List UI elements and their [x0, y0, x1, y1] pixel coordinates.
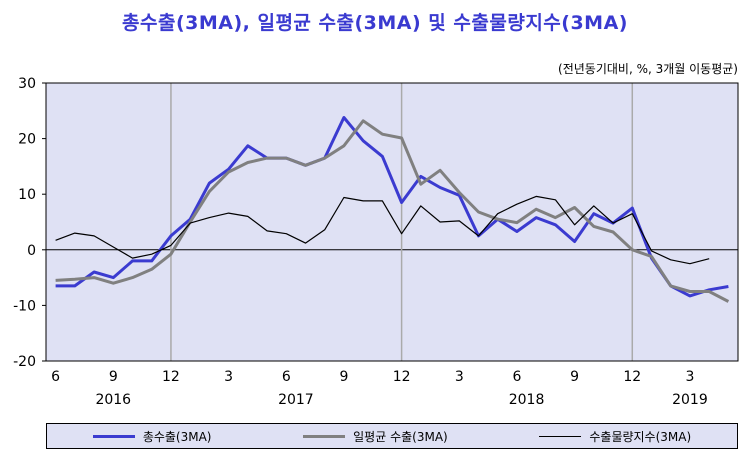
y-tick-label: 30 — [18, 76, 36, 92]
plot-frame — [45, 82, 739, 362]
legend-swatch-daily-exports — [303, 434, 346, 438]
x-tick-label: 12 — [393, 369, 411, 385]
y-tick-label: 0 — [27, 243, 36, 259]
x-tick-label: 12 — [623, 369, 641, 385]
legend-swatch-volume-index — [539, 435, 582, 437]
x-tick-label: 3 — [455, 369, 464, 385]
chart-svg: 30 20 10 0 -10 -20 6 9 12 3 6 9 12 3 6 9 12 3 2016 2017 201… — [13, 76, 739, 408]
x-tick-label: 9 — [109, 369, 118, 385]
plot-area — [45, 82, 739, 362]
y-tick-label: -20 — [13, 354, 36, 370]
x-year-label: 2019 — [672, 392, 708, 408]
y-tick-label: 20 — [18, 132, 36, 148]
legend-item-daily-exports: 일평균 수출(3MA) — [303, 428, 448, 445]
x-tick-label: 9 — [339, 369, 348, 385]
series-line-1 — [55, 119, 730, 303]
x-year-label: 2017 — [278, 392, 314, 408]
x-year-label: 2018 — [509, 392, 545, 408]
series-lines — [55, 116, 730, 303]
x-tick-label: 3 — [685, 369, 694, 385]
x-axis-ticks: 6 9 12 3 6 9 12 3 6 9 12 3 2016 2017 2018 2019 — [51, 369, 708, 408]
x-year-label: 2016 — [95, 392, 131, 408]
series-line-2 — [55, 195, 710, 265]
x-tick-label: 6 — [282, 369, 291, 385]
x-tick-label: 6 — [512, 369, 521, 385]
series-line-0 — [55, 116, 729, 298]
legend-label-volume-index: 수출물량지수(3MA) — [589, 429, 692, 444]
x-tick-label: 9 — [570, 369, 579, 385]
x-tick-label: 12 — [162, 369, 180, 385]
legend-item-total-exports: 총수출(3MA) — [92, 428, 212, 445]
legend-swatch-total-exports — [92, 434, 135, 438]
unit-note: (전년동기대비, %, 3개월 이동평균) — [558, 62, 738, 76]
legend: 총수출(3MA) 일평균 수출(3MA) 수출물량지수(3MA) — [46, 423, 738, 449]
y-axis-ticks: 30 20 10 0 -10 -20 — [13, 76, 46, 370]
chart-title: 총수출(3MA), 일평균 수출(3MA) 및 수출물량지수(3MA) — [122, 12, 628, 34]
x-tick-label: 3 — [224, 369, 233, 385]
y-tick-label: -10 — [13, 298, 36, 314]
y-tick-label: 10 — [18, 187, 36, 203]
legend-item-volume-index: 수출물량지수(3MA) — [539, 428, 691, 445]
x-tick-label: 6 — [51, 369, 60, 385]
legend-label-daily-exports: 일평균 수출(3MA) — [353, 429, 448, 444]
legend-label-total-exports: 총수출(3MA) — [142, 429, 212, 444]
